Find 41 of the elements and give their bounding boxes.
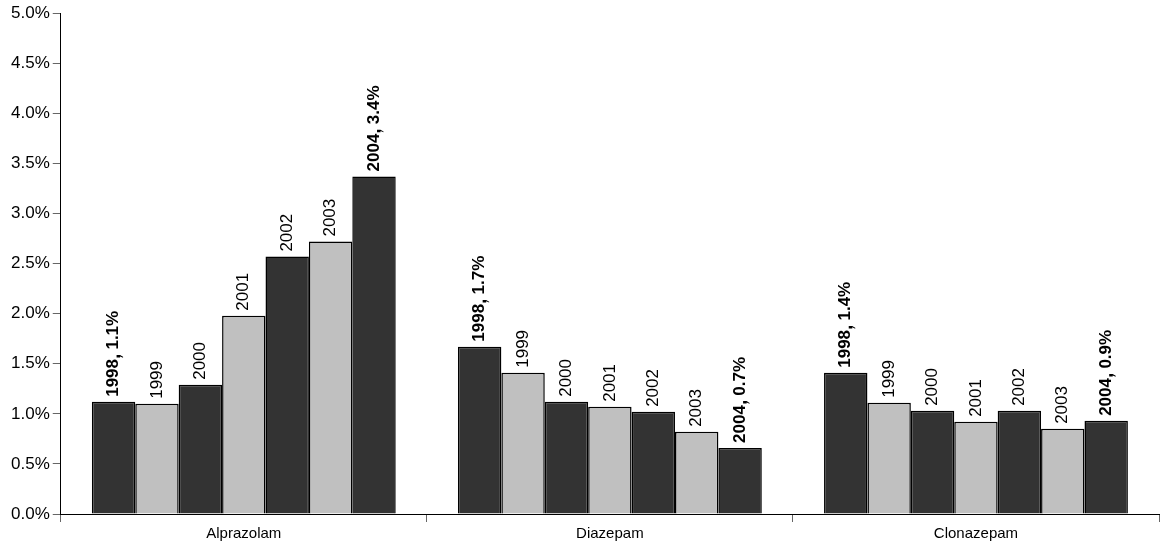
text: 2004: [729, 405, 749, 443]
text: 2004: [363, 133, 383, 172]
y-tick-label: 2.5%: [11, 253, 50, 273]
x-tick-label: Diazepam: [576, 524, 644, 542]
text: 2003: [320, 198, 340, 237]
data-label: 1.4%: [835, 281, 855, 321]
y-tick-label: 2.0%: [11, 303, 50, 323]
text: 1998: [835, 329, 855, 368]
text: 2001: [965, 379, 985, 417]
text: 1998: [103, 358, 123, 397]
text: 2001: [599, 364, 619, 402]
text: 2003: [1052, 386, 1072, 424]
y-tick-label: 1.0%: [11, 403, 50, 423]
y-tick-label: 4.0%: [11, 103, 50, 123]
data-label: 1.7%: [469, 255, 489, 295]
text: 2002: [642, 369, 662, 407]
y-tick-label: 1.5%: [11, 353, 50, 373]
y-tick-label: 3.5%: [11, 153, 50, 173]
x-tick-label: Alprazolam: [206, 524, 282, 542]
text: 2000: [190, 341, 210, 380]
data-label: 0.9%: [1095, 329, 1115, 369]
text: 2003: [686, 389, 706, 427]
data-label: 0.7%: [729, 356, 749, 396]
text: 1998: [469, 303, 489, 342]
data-label: 1.1%: [103, 310, 123, 350]
y-tick-label: 4.5%: [11, 52, 50, 72]
y-tick-label: 0.5%: [11, 453, 50, 473]
y-tick-label: 3.0%: [11, 203, 50, 223]
data-label: 3.4%: [363, 85, 383, 125]
text: 2002: [1009, 368, 1029, 406]
y-tick-label: 0.0%: [11, 503, 50, 523]
text: 1999: [512, 329, 532, 368]
text: 2000: [922, 368, 942, 406]
text: 2004: [1095, 378, 1115, 416]
y-tick-label: 5.0%: [11, 2, 50, 22]
x-tick-label: Clonazepam: [933, 524, 1019, 542]
text: 2001: [233, 272, 253, 311]
text: 1999: [878, 359, 898, 398]
text: 1999: [146, 361, 166, 399]
text: 2002: [276, 213, 296, 252]
text: 2000: [556, 358, 576, 397]
